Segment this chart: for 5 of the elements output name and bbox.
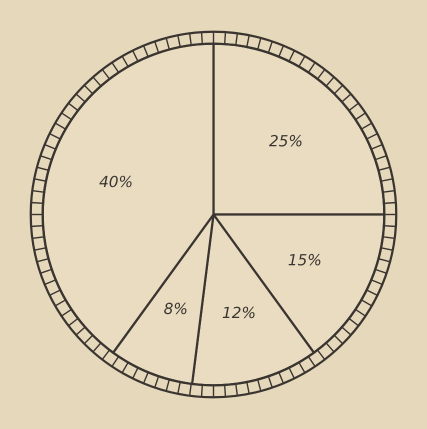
data-label: 25% xyxy=(269,134,302,146)
data-label: 40% xyxy=(99,176,132,188)
data-label: 12% xyxy=(222,306,255,318)
data-label: 15% xyxy=(288,254,320,266)
data-label: 8% xyxy=(164,302,186,314)
